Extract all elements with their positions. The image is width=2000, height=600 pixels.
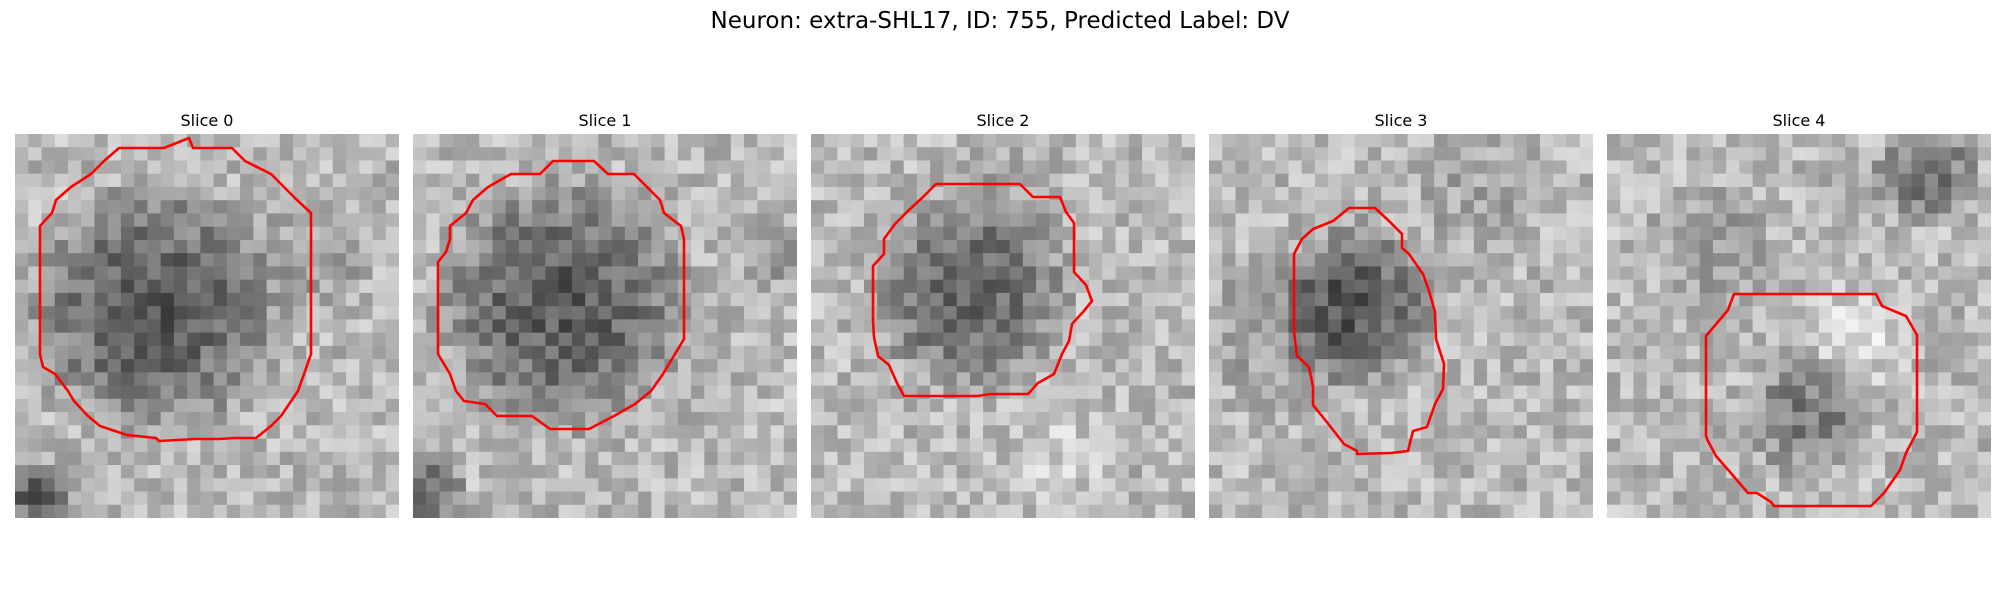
- slice-image-0: [15, 134, 399, 518]
- slice-panel-2: Slice 2: [811, 110, 1195, 518]
- slice-title-4: Slice 4: [1772, 111, 1826, 130]
- figure-title: Neuron: extra-SHL17, ID: 755, Predicted …: [710, 8, 1290, 34]
- slice-pixels-1: [413, 134, 797, 518]
- segmentation-contour-1: [436, 159, 686, 431]
- slice-title-1: Slice 1: [578, 111, 632, 130]
- slice-panel-0: Slice 0: [15, 110, 399, 518]
- slice-panel-4: Slice 4: [1607, 110, 1991, 518]
- segmentation-contour-2: [871, 182, 1094, 398]
- slice-pixels-3: [1209, 134, 1593, 518]
- segmentation-contour-3: [1292, 206, 1446, 456]
- slice-image-1: [413, 134, 797, 518]
- slice-pixels-4: [1607, 134, 1991, 518]
- slice-pixels-0: [15, 134, 399, 518]
- slice-pixels-2: [811, 134, 1195, 518]
- slice-title-0: Slice 0: [180, 111, 234, 130]
- slice-panel-1: Slice 1: [413, 110, 797, 518]
- slice-image-3: [1209, 134, 1593, 518]
- slice-title-3: Slice 3: [1374, 111, 1428, 130]
- segmentation-contour-4: [1704, 292, 1919, 508]
- slice-title-2: Slice 2: [976, 111, 1030, 130]
- slice-panel-3: Slice 3: [1209, 110, 1593, 518]
- slice-image-4: [1607, 134, 1991, 518]
- segmentation-contour-0: [38, 136, 313, 443]
- slice-image-2: [811, 134, 1195, 518]
